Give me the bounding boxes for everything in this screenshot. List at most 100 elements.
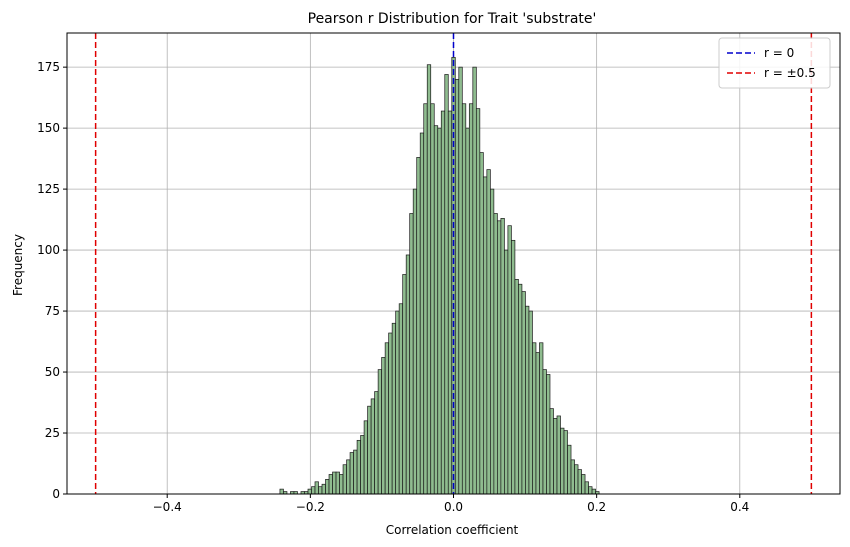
- histogram-bar: [447, 110, 453, 495]
- histogram-bar: [468, 103, 474, 495]
- histogram-bar: [370, 398, 375, 495]
- histogram-bar: [363, 420, 368, 495]
- histogram-bar: [507, 225, 512, 495]
- y-tick-label: 150: [37, 121, 60, 135]
- histogram-bar: [588, 486, 593, 495]
- legend-label: r = ±0.5: [764, 66, 816, 80]
- histogram-bar: [405, 254, 411, 495]
- legend: r = 0 r = ±0.5: [718, 37, 831, 89]
- histogram-bar: [591, 488, 596, 495]
- legend-label: r = 0: [764, 46, 794, 60]
- histogram-bar: [556, 415, 561, 495]
- histogram-bar: [384, 342, 390, 495]
- x-axis-label: Correlation coefficient: [386, 523, 519, 537]
- histogram-bar: [391, 322, 397, 495]
- histogram-bar: [374, 391, 379, 495]
- histogram-bar: [525, 305, 530, 495]
- histogram-bar: [574, 464, 579, 495]
- histogram-bar: [497, 220, 502, 495]
- y-axis-label: Frequency: [11, 234, 25, 296]
- histogram-bar: [532, 342, 537, 495]
- histogram-bar: [444, 74, 449, 495]
- histogram-bar: [479, 152, 484, 495]
- histogram-bar: [398, 303, 404, 495]
- histogram-bar: [511, 239, 516, 495]
- y-tick-label: 0: [52, 487, 60, 501]
- histogram-bar: [535, 352, 540, 495]
- histogram-bar: [542, 369, 547, 495]
- x-tick-label: −0.2: [296, 500, 325, 514]
- histogram-bar: [321, 483, 326, 495]
- histogram-bar: [493, 213, 498, 495]
- histogram-bar: [546, 374, 551, 495]
- histogram-bar: [325, 479, 330, 495]
- histogram-bar: [539, 342, 544, 495]
- histogram-bar: [332, 471, 337, 495]
- y-tick-label: 175: [37, 60, 60, 74]
- histogram-bar: [472, 66, 477, 495]
- histogram-bar: [560, 427, 565, 495]
- histogram-bar: [518, 283, 523, 495]
- histogram-bar: [549, 408, 554, 495]
- histogram-bar: [500, 218, 505, 495]
- histogram-bar: [423, 103, 428, 495]
- x-tick-label: 0.2: [587, 500, 606, 514]
- x-axis-ticks: −0.4 −0.2 0.0 0.2 0.4: [153, 494, 749, 514]
- histogram-bar: [279, 488, 284, 495]
- histogram-bar: [346, 459, 351, 495]
- y-tick-label: 125: [37, 182, 60, 196]
- histogram-bar: [381, 357, 386, 495]
- histogram-bar: [577, 469, 582, 495]
- histogram-bar: [567, 444, 572, 495]
- histogram-bar: [581, 474, 586, 495]
- histogram-bar: [584, 481, 589, 495]
- x-tick-label: −0.4: [153, 500, 182, 514]
- histogram-bar: [339, 474, 344, 495]
- histogram-bar: [486, 169, 491, 495]
- y-tick-label: 50: [45, 365, 60, 379]
- histogram-bar: [307, 488, 312, 495]
- histogram-bar: [563, 430, 568, 495]
- x-tick-label: 0.4: [730, 500, 749, 514]
- histogram-bar: [461, 103, 467, 495]
- histogram-bar: [504, 249, 509, 495]
- histogram-bar: [356, 439, 361, 495]
- chart-title: Pearson r Distribution for Trait 'substr…: [308, 11, 597, 27]
- histogram-bar: [514, 279, 519, 495]
- y-tick-label: 75: [45, 304, 60, 318]
- histogram-bar: [437, 127, 442, 495]
- histogram-bar: [409, 213, 414, 495]
- reference-lines: [94, 33, 813, 494]
- histogram-bar: [454, 78, 460, 495]
- histogram-bar: [419, 132, 425, 495]
- histogram-bar: [465, 127, 470, 495]
- histogram-bar: [360, 435, 365, 495]
- histogram-bar: [426, 64, 432, 495]
- histogram-bar: [311, 486, 316, 495]
- histogram-bar: [553, 418, 558, 495]
- histogram-bar: [314, 481, 319, 495]
- histogram-bar: [342, 464, 347, 495]
- histogram-bar: [349, 452, 354, 495]
- histogram-bar: [482, 176, 488, 495]
- histogram-bar: [395, 310, 400, 495]
- histogram-bars: [279, 57, 600, 495]
- histogram-bar: [377, 369, 382, 495]
- histogram-bar: [528, 310, 533, 495]
- histogram-bar: [328, 474, 333, 495]
- y-axis-ticks: 0 25 50 75 100 125 150 175: [37, 60, 67, 501]
- histogram-bar: [412, 188, 418, 495]
- histogram-bar: [521, 291, 526, 495]
- histogram-bar: [433, 125, 439, 495]
- histogram-bar: [570, 459, 575, 495]
- histogram-bar: [402, 274, 407, 495]
- histogram-bar: [353, 449, 358, 495]
- legend-box: [718, 37, 831, 89]
- histogram-bar: [388, 332, 393, 495]
- histogram-bar: [318, 486, 323, 495]
- histogram-bar: [335, 471, 340, 495]
- histogram-bar: [440, 110, 446, 495]
- histogram-bar: [367, 405, 372, 495]
- x-tick-label: 0.0: [444, 500, 463, 514]
